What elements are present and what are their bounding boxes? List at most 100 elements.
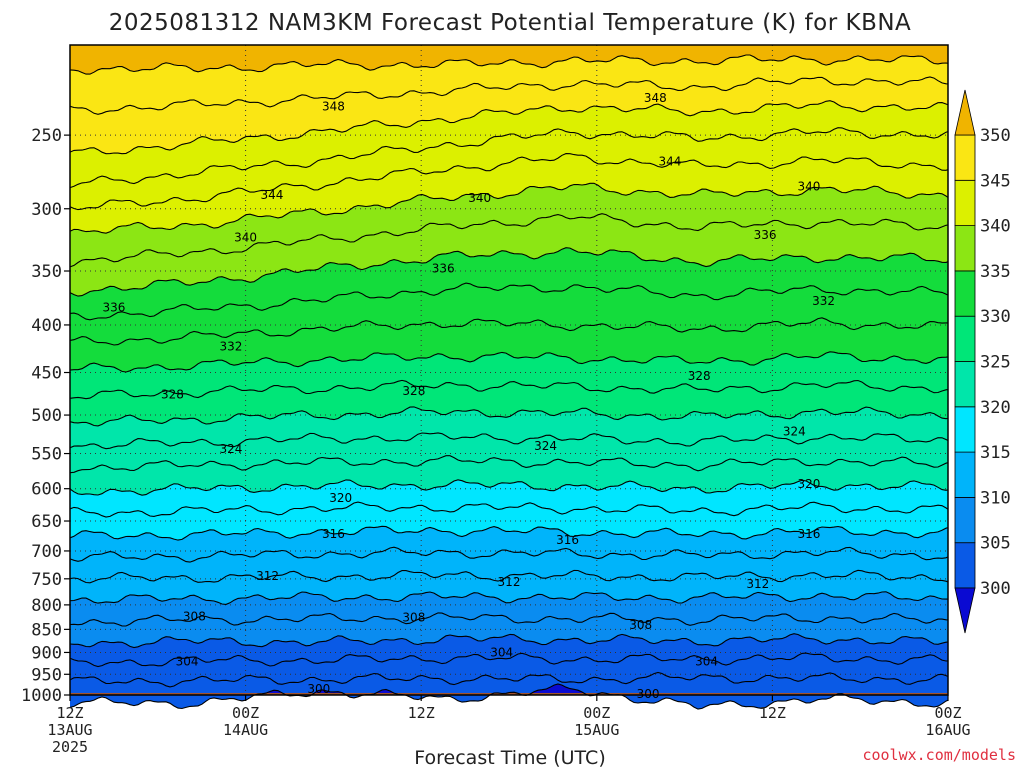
axes: 250 300 350 400 450 500 550 600 650 700 750 800 850 9…	[21, 44, 971, 756]
colorbar-label-335: 335	[980, 262, 1011, 282]
contour-label-336: 336	[432, 262, 455, 276]
contour-label-332: 332	[812, 294, 835, 308]
isentrope-348	[69, 76, 949, 115]
isentrope-324	[69, 432, 949, 450]
contour-label-348: 348	[322, 100, 345, 114]
y-tick-label-600: 600	[31, 480, 62, 500]
x-tick-label-60-1: 16AUG	[925, 721, 970, 739]
contour-label-316: 316	[556, 533, 579, 547]
theta-band-328	[70, 351, 948, 399]
y-tick-label-650: 650	[31, 512, 62, 532]
chart-title: 2025081312 NAM3KM Forecast Potential Tem…	[109, 10, 912, 36]
colorbar-segment-325	[954, 315, 976, 362]
isentrope-344	[69, 127, 949, 189]
contour-label-336: 336	[102, 300, 125, 314]
y-tick-label-900: 900	[31, 643, 62, 663]
colorbar-segment-335	[954, 225, 976, 272]
theta-band-318	[70, 479, 948, 517]
isentrope-314	[69, 546, 949, 563]
colorbar-extend-high	[954, 89, 976, 136]
contour-label-304: 304	[490, 645, 513, 659]
x-tick-label-0-2: 2025	[52, 738, 88, 756]
colorbar-label-350: 350	[980, 126, 1011, 146]
y-tick-label-400: 400	[31, 316, 62, 336]
contour-label-300: 300	[307, 682, 330, 696]
x-axis-title: Forecast Time (UTC)	[414, 747, 605, 768]
isentrope-346	[69, 100, 949, 155]
colorbar-segment-330	[954, 270, 976, 317]
grid-lines	[70, 45, 948, 696]
isentrope-310	[69, 591, 948, 605]
isentrope-contours	[69, 54, 949, 710]
x-tick-label-0-0: 12Z	[56, 704, 83, 722]
colorbar-segment-345	[954, 134, 976, 181]
theta-band-312	[70, 547, 948, 583]
contour-label-312: 312	[256, 569, 279, 583]
colorbar-extend-low	[954, 587, 976, 634]
contour-label-316: 316	[322, 527, 345, 541]
contour-label-344: 344	[659, 155, 682, 169]
contour-label-308: 308	[629, 618, 652, 632]
colorbar-label-340: 340	[980, 217, 1011, 237]
colorbar-segment-305	[954, 496, 976, 544]
contour-label-304: 304	[176, 654, 199, 668]
colorbar-label-325: 325	[980, 353, 1011, 373]
isentrope-326	[69, 406, 949, 427]
contour-label-308: 308	[183, 609, 206, 623]
contour-label-332: 332	[220, 340, 243, 354]
theta-band-336	[70, 213, 948, 297]
contour-label-324: 324	[783, 425, 806, 439]
colorbar-segment-315	[954, 406, 976, 453]
colorbar-label-345: 345	[980, 171, 1011, 191]
x-tick-label-48-0: 12Z	[759, 704, 786, 722]
isentrope-304	[69, 652, 949, 668]
isentrope-302	[69, 671, 949, 688]
contour-label-340: 340	[234, 230, 257, 244]
contour-label-304: 304	[695, 654, 718, 668]
isentrope-332	[69, 317, 948, 346]
colorbar-label-315: 315	[980, 443, 1011, 463]
credit-link[interactable]: coolwx.com/models	[862, 746, 1016, 764]
y-tick-label-300: 300	[31, 200, 62, 220]
contour-label-324: 324	[534, 439, 557, 453]
colorbar-label-310: 310	[980, 488, 1011, 508]
contour-label-320: 320	[798, 477, 821, 491]
isentrope-330	[69, 351, 949, 373]
theta-band-346	[70, 77, 948, 154]
x-tick-label-60-0: 00Z	[934, 704, 961, 722]
isentrope-338	[69, 213, 949, 268]
contour-label-348: 348	[644, 91, 667, 105]
y-tick-label-950: 950	[31, 665, 62, 685]
contour-labels: 348 348 344 344 340 340 340 336 336 336 332 332 328 3…	[102, 91, 835, 701]
colorbar-label-320: 320	[980, 398, 1011, 418]
ground-surface	[70, 692, 948, 695]
colorbar-segment-320	[954, 361, 976, 408]
x-tick-label-36-0: 00Z	[583, 704, 610, 722]
theta-band-326	[70, 380, 948, 426]
isentrope-328	[69, 379, 949, 400]
isentrope-342	[69, 153, 949, 211]
theta-band-348	[70, 55, 948, 115]
theta-band-344	[70, 100, 948, 188]
theta-band-334	[70, 247, 948, 320]
isentrope-350	[69, 54, 949, 75]
isentrope-312	[69, 569, 949, 584]
y-tick-label-750: 750	[31, 570, 62, 590]
colorbar-label-305: 305	[980, 534, 1011, 554]
colorbar-segment-310	[954, 451, 976, 498]
y-tick-label-250: 250	[31, 126, 62, 146]
contour-label-328: 328	[402, 384, 425, 398]
theta-band-310	[70, 570, 948, 605]
isentrope-320	[69, 479, 949, 496]
contour-label-312: 312	[498, 575, 521, 589]
contour-label-308: 308	[402, 610, 425, 624]
colorbar-label-330: 330	[980, 307, 1011, 327]
theta-band-340	[70, 153, 948, 234]
y-tick-label-700: 700	[31, 542, 62, 562]
theta-band-342	[70, 127, 948, 210]
theta-band-316	[70, 502, 948, 541]
contour-label-328: 328	[688, 369, 711, 383]
y-tick-label-450: 450	[31, 364, 62, 384]
isentrope-336	[69, 247, 949, 297]
